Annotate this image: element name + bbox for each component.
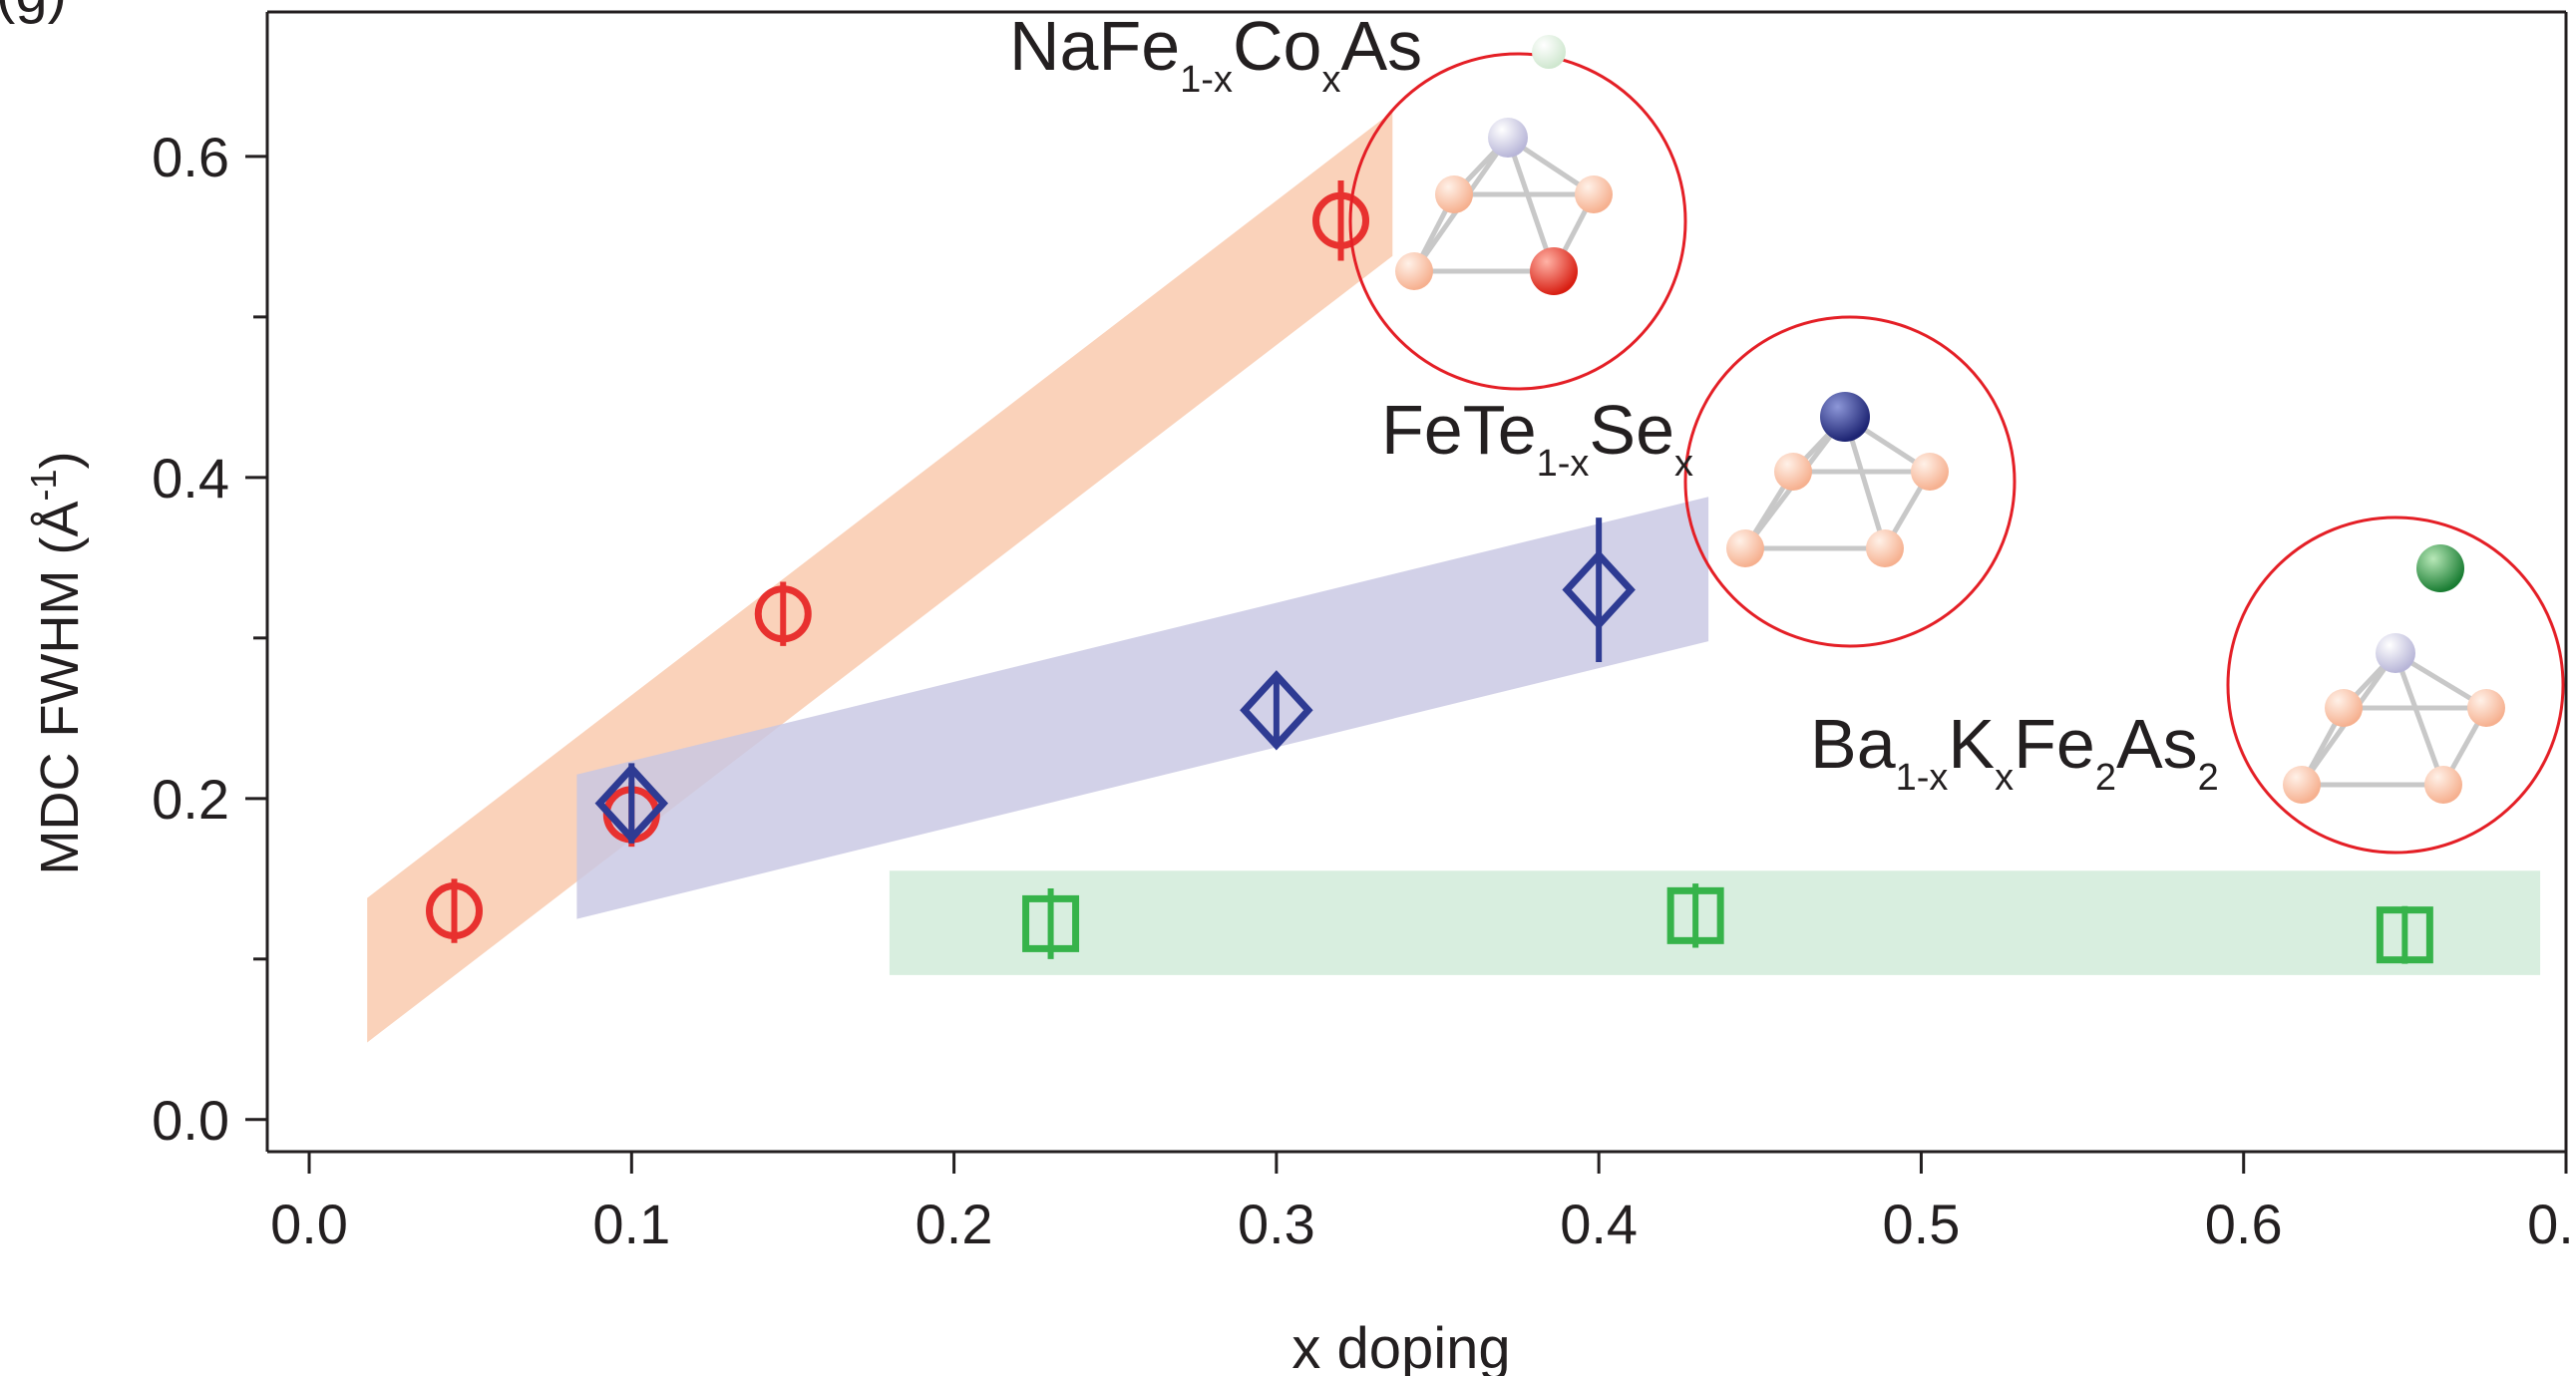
atom-sphere (1911, 453, 1949, 491)
band-series-1 (576, 497, 1709, 919)
y-tick-label: 0.4 (152, 447, 229, 510)
y-tick-label: 0.0 (152, 1089, 229, 1152)
inset-bakfeas (2226, 516, 2565, 855)
label-subscript: x (1321, 59, 1340, 101)
label-text: As (2116, 705, 2198, 783)
x-tick-label: 0.5 (1883, 1193, 1961, 1255)
label-text: Co (1233, 7, 1321, 85)
x-tick-label: 0.4 (1560, 1193, 1638, 1255)
atom-sphere (1488, 118, 1528, 158)
y-axis-label-close: ) (30, 452, 90, 470)
bond (2392, 652, 2446, 786)
atom-sphere (1435, 175, 1473, 213)
atom-sphere (1726, 529, 1764, 567)
label-subscript: 1-x (1896, 757, 1949, 799)
inset-ring (1348, 52, 1687, 391)
atom-sphere (2424, 766, 2462, 804)
label-text: Se (1589, 391, 1674, 469)
atom-sphere (1395, 252, 1433, 290)
x-tick-label: 0.0 (270, 1193, 348, 1255)
ticks: 0.0 0.1 0.2 0.3 0.4 0.5 0.6 0.7 0.0 0.2 0.4 0.6 (152, 126, 2576, 1255)
x-tick-label: 0.6 (2205, 1193, 2283, 1255)
x-tick-label: 0.1 (592, 1193, 670, 1255)
panel-label: (g) (0, 0, 67, 25)
band-series-2 (889, 870, 2541, 975)
atom-sphere (1820, 392, 1870, 442)
inset-ring (1683, 315, 2017, 648)
crystal-insets (1348, 35, 2565, 855)
label-subscript: 1-x (1180, 59, 1233, 101)
inset-ring (2226, 516, 2565, 855)
label-subscript: x (1674, 443, 1693, 485)
bands (367, 111, 2541, 1043)
dopant-sphere (1532, 35, 1566, 69)
y-axis-label-sup: -1 (23, 470, 64, 502)
axes (265, 10, 2568, 1154)
dopant-sphere (2416, 544, 2464, 592)
series-label-2: Ba1-xKxFe2As2 (1810, 705, 2219, 799)
markers (426, 180, 2433, 964)
y-tick-label: 0.2 (152, 768, 229, 831)
y-axis-label: MDC FWHM (Å-1) (23, 452, 90, 875)
x-tick-label: 0.2 (916, 1193, 993, 1255)
label-text: Ba (1810, 705, 1896, 783)
data-point-diamond (1240, 670, 1313, 751)
atom-sphere (1866, 529, 1904, 567)
y-tick-label: 0.6 (152, 126, 229, 188)
inset-nafecoas (1348, 35, 1687, 391)
label-text: As (1340, 7, 1422, 85)
atom-sphere (2325, 689, 2363, 727)
series-label-0: NaFe1-xCoxAs (1009, 7, 1422, 101)
atom-sphere (1530, 247, 1578, 295)
x-axis-label: x doping (1291, 1316, 1510, 1376)
label-subscript: 2 (2198, 757, 2219, 799)
atom-sphere (2376, 633, 2415, 673)
label-subscript: 1-x (1537, 443, 1590, 485)
atom-sphere (2283, 766, 2321, 804)
label-text: FeTe (1381, 391, 1537, 469)
label-subscript: x (1995, 757, 2014, 799)
label-text: Fe (2014, 705, 2095, 783)
atom-sphere (1575, 175, 1613, 213)
atom-sphere (1774, 453, 1812, 491)
label-text: K (1948, 705, 1995, 783)
series-label-1: FeTe1-xSex (1381, 391, 1693, 485)
label-subscript: 2 (2095, 757, 2116, 799)
x-tick-label: 0.3 (1238, 1193, 1315, 1255)
label-text: NaFe (1009, 7, 1180, 85)
y-axis-label-main: MDC FWHM (Å (30, 502, 90, 875)
inset-fetese (1683, 315, 2017, 648)
atom-sphere (2467, 689, 2505, 727)
x-tick-label: 0.7 (2527, 1193, 2576, 1255)
